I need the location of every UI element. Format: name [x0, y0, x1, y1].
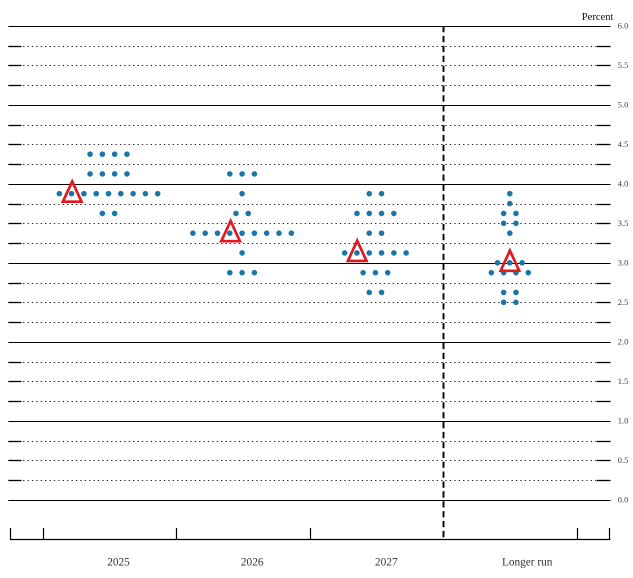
- svg-text:Longer run: Longer run: [502, 557, 553, 569]
- svg-text:4.5: 4.5: [618, 140, 628, 149]
- svg-text:5.0: 5.0: [618, 101, 628, 110]
- svg-text:Percent: Percent: [582, 12, 614, 23]
- svg-text:1.0: 1.0: [618, 417, 628, 426]
- svg-text:2027: 2027: [375, 557, 398, 569]
- svg-text:6.0: 6.0: [618, 22, 628, 31]
- svg-text:3.0: 3.0: [618, 259, 628, 268]
- svg-text:2026: 2026: [241, 557, 264, 569]
- svg-text:2.0: 2.0: [618, 338, 628, 347]
- svg-text:0.5: 0.5: [618, 456, 628, 465]
- svg-text:2025: 2025: [107, 557, 130, 569]
- svg-text:5.5: 5.5: [618, 61, 628, 70]
- svg-text:2.5: 2.5: [618, 298, 628, 307]
- svg-text:1.5: 1.5: [618, 377, 628, 386]
- svg-text:3.5: 3.5: [618, 219, 628, 228]
- svg-text:4.0: 4.0: [618, 180, 628, 189]
- svg-text:0.0: 0.0: [618, 496, 628, 505]
